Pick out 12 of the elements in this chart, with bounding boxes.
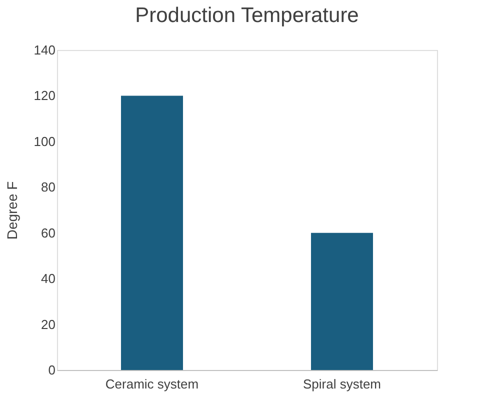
x-tick-label: Ceramic system: [105, 376, 199, 392]
y-axis-title: Degree F: [4, 181, 20, 240]
y-tick-label: 140: [34, 42, 56, 58]
y-tick-label: 100: [34, 134, 56, 149]
y-tick-label: 20: [41, 316, 56, 332]
y-tick-label: 0: [48, 362, 56, 378]
y-tick-label: 60: [41, 225, 56, 240]
y-tick-label: 80: [41, 180, 56, 195]
x-tick-label: Spiral system: [302, 376, 382, 392]
y-tick-label: 40: [41, 271, 56, 286]
chart-title: Production Temperature: [135, 4, 359, 27]
y-tick-label: 120: [34, 88, 56, 104]
